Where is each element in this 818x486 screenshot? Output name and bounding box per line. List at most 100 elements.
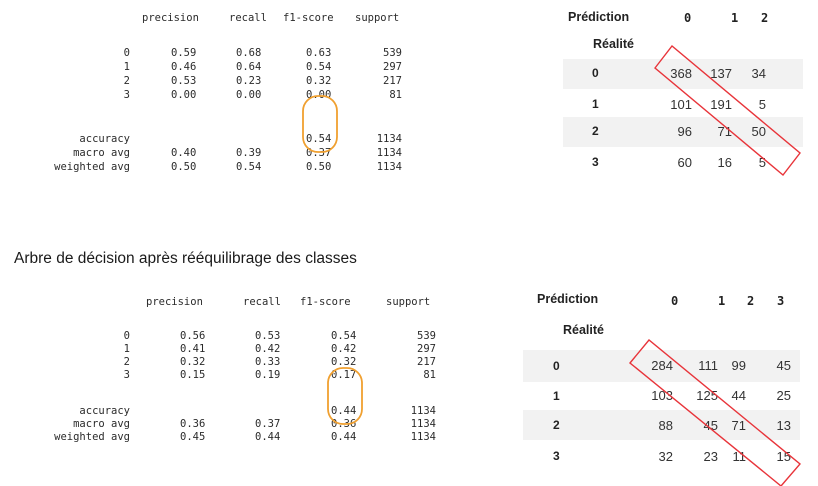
cell-f1: 0.54 [306,61,332,73]
cm-cell: 11 [732,449,747,464]
weighted-support: 1134 [376,161,402,173]
accuracy-label: accuracy [79,405,130,417]
cell-f1: 0.32 [331,356,357,368]
cm-cell: 13 [776,418,791,433]
cell-support: 217 [383,75,402,87]
cell-support: 81 [423,369,436,381]
row-label: 2 [123,75,130,87]
cell-precision: 0.56 [180,330,206,342]
row-label: 3 [123,369,130,381]
prediction-label: Prédiction [568,10,630,24]
cell-precision: 0.15 [180,369,206,381]
cell-f1: 0.32 [306,75,332,87]
row-index: 2 [592,124,599,138]
row-label: 1 [123,61,130,73]
cell-precision: 0.53 [171,75,197,87]
row-label: 1 [123,343,130,355]
cell-f1: 0.54 [331,330,357,342]
cell-recall: 0.00 [236,89,262,101]
cm-cell: 103 [651,388,673,403]
cm-cell: 71 [731,418,746,433]
cell-support: 297 [417,343,436,355]
macro-recall: 0.39 [236,147,262,159]
row-index: 0 [592,66,599,80]
row-label: 2 [123,356,130,368]
macro-avg-label: macro avg [73,147,130,159]
col-index: 3 [777,294,785,308]
cell-recall: 0.33 [255,356,281,368]
header-support: support [386,296,431,308]
row-index: 0 [553,359,560,373]
cell-support: 297 [383,61,402,73]
cm-cell: 32 [658,449,673,464]
macro-precision: 0.40 [171,147,197,159]
cm-cell: 101 [670,97,692,112]
cm-cell: 368 [670,66,692,81]
prediction-label: Prédiction [537,292,599,306]
weighted-avg-label: weighted avg [54,161,130,173]
cell-precision: 0.46 [171,61,197,73]
cm-cell: 44 [731,388,746,403]
col-index: 0 [684,11,692,25]
weighted-recall: 0.44 [255,431,281,443]
weighted-f1: 0.50 [306,161,332,173]
accuracy-f1: 0.44 [331,405,357,417]
cm-cell: 5 [758,97,766,112]
cell-recall: 0.53 [255,330,281,342]
cell-support: 539 [417,330,436,342]
cm-cell: 99 [731,358,746,373]
cm-cell: 15 [776,449,791,464]
weighted-precision: 0.45 [180,431,206,443]
macro-f1: 0.36 [331,418,357,430]
cm-cell: 284 [651,358,673,373]
row-label: 0 [123,47,130,59]
header-recall: recall [243,296,281,308]
cell-precision: 0.59 [171,47,197,59]
col-index: 1 [731,11,739,25]
cell-recall: 0.23 [236,75,262,87]
row-index: 3 [553,449,560,463]
header-support: support [355,12,400,24]
cell-support: 539 [383,47,402,59]
cell-support: 81 [389,89,402,101]
cell-f1: 0.63 [306,47,332,59]
macro-f1: 0.37 [306,147,332,159]
accuracy-f1: 0.54 [306,133,332,145]
accuracy-support: 1134 [410,405,436,417]
cell-recall: 0.64 [236,61,262,73]
macro-precision: 0.36 [180,418,206,430]
col-index: 2 [747,294,755,308]
col-index: 1 [718,294,726,308]
macro-support: 1134 [376,147,402,159]
weighted-support: 1134 [410,431,436,443]
header-precision: precision [146,296,203,308]
cell-f1: 0.00 [306,89,332,101]
row-label: 0 [123,330,130,342]
weighted-f1: 0.44 [331,431,357,443]
header-f1: f1-score [300,296,351,308]
row-index: 2 [553,418,560,432]
header-f1: f1-score [283,12,334,24]
cm-cell: 88 [658,418,673,433]
cell-precision: 0.32 [180,356,206,368]
cell-f1: 0.42 [331,343,357,355]
header-precision: precision [142,12,199,24]
cell-recall: 0.42 [255,343,281,355]
accuracy-label: accuracy [79,133,130,145]
cell-support: 217 [417,356,436,368]
section-title: Arbre de décision après rééquilibrage de… [14,250,357,267]
cm-cell: 60 [677,155,692,170]
cm-cell: 5 [758,155,766,170]
cm-cell: 96 [677,124,692,139]
reality-label: Réalité [593,37,634,51]
weighted-recall: 0.54 [236,161,262,173]
macro-avg-label: macro avg [73,418,130,430]
row-index: 1 [553,389,560,403]
cell-recall: 0.68 [236,47,262,59]
cell-precision: 0.41 [180,343,206,355]
col-index: 0 [671,294,679,308]
cell-recall: 0.19 [255,369,281,381]
row-index: 3 [592,155,599,169]
row-label: 3 [123,89,130,101]
cm-cell: 34 [751,66,766,81]
